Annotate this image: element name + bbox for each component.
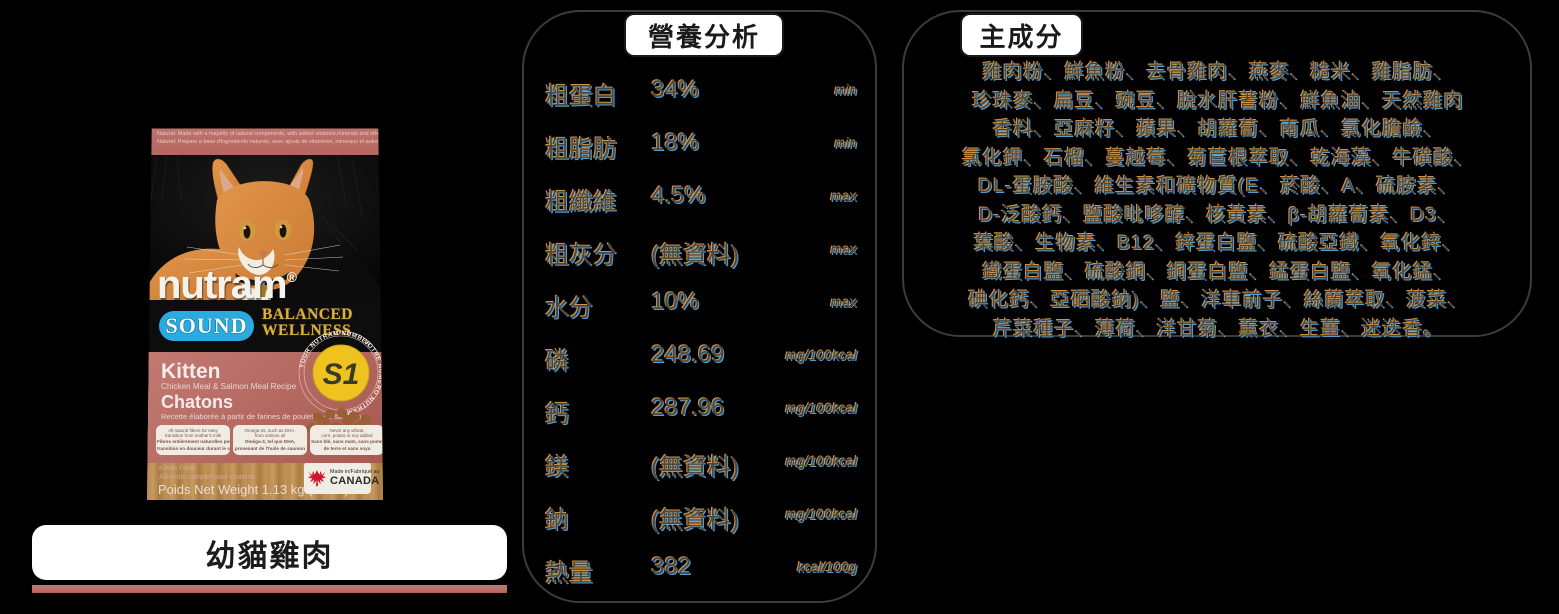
svg-text:S1: S1 (323, 358, 360, 391)
